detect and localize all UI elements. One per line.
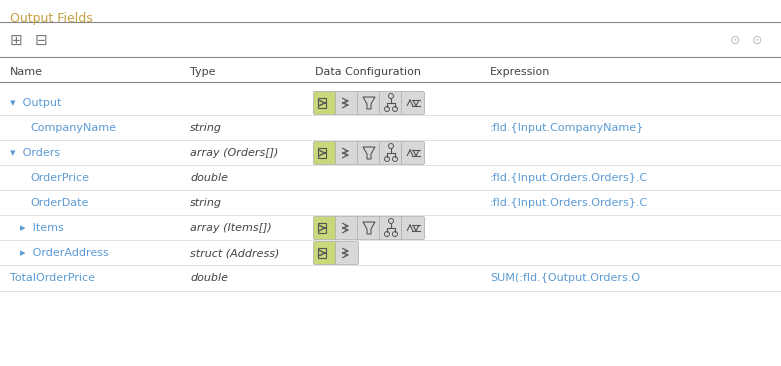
Text: :fld.{Input.Orders.Orders}.C: :fld.{Input.Orders.Orders}.C <box>490 198 648 208</box>
FancyBboxPatch shape <box>313 142 337 164</box>
Text: ▾  Orders: ▾ Orders <box>10 148 60 158</box>
Text: string: string <box>190 198 222 208</box>
Text: double: double <box>190 273 228 283</box>
Text: ⊙: ⊙ <box>730 34 740 46</box>
Text: array (Orders[]): array (Orders[]) <box>190 148 278 158</box>
FancyBboxPatch shape <box>401 92 425 115</box>
FancyBboxPatch shape <box>380 92 402 115</box>
Text: Output Fields: Output Fields <box>10 12 93 25</box>
FancyBboxPatch shape <box>313 242 337 265</box>
Text: Data Configuration: Data Configuration <box>315 67 421 77</box>
Text: OrderPrice: OrderPrice <box>30 173 89 183</box>
Text: ▸  Items: ▸ Items <box>20 223 64 233</box>
FancyBboxPatch shape <box>336 92 358 115</box>
FancyBboxPatch shape <box>336 217 358 239</box>
FancyBboxPatch shape <box>358 142 380 164</box>
FancyBboxPatch shape <box>313 217 337 239</box>
Text: SUM(:fld.{Output.Orders.O: SUM(:fld.{Output.Orders.O <box>490 273 640 283</box>
Text: OrderDate: OrderDate <box>30 198 88 208</box>
Text: Expression: Expression <box>490 67 551 77</box>
FancyBboxPatch shape <box>401 142 425 164</box>
Text: ▸  OrderAddress: ▸ OrderAddress <box>20 248 109 258</box>
Text: Type: Type <box>190 67 216 77</box>
FancyBboxPatch shape <box>336 242 358 265</box>
FancyBboxPatch shape <box>380 142 402 164</box>
Text: array (Items[]): array (Items[]) <box>190 223 272 233</box>
Text: string: string <box>190 123 222 133</box>
Text: ⊞: ⊞ <box>10 33 23 48</box>
FancyBboxPatch shape <box>358 217 380 239</box>
Text: CompanyName: CompanyName <box>30 123 116 133</box>
FancyBboxPatch shape <box>380 217 402 239</box>
Text: :fld.{Input.CompanyName}: :fld.{Input.CompanyName} <box>490 123 644 133</box>
FancyBboxPatch shape <box>358 92 380 115</box>
Text: ⊙: ⊙ <box>752 34 762 46</box>
Text: double: double <box>190 173 228 183</box>
Text: struct (Address): struct (Address) <box>190 248 280 258</box>
Text: Name: Name <box>10 67 43 77</box>
FancyBboxPatch shape <box>336 142 358 164</box>
Text: ▾  Output: ▾ Output <box>10 98 62 108</box>
Text: :fld.{Input.Orders.Orders}.C: :fld.{Input.Orders.Orders}.C <box>490 173 648 183</box>
FancyBboxPatch shape <box>313 92 337 115</box>
Text: ⊟: ⊟ <box>35 33 48 48</box>
Text: TotalOrderPrice: TotalOrderPrice <box>10 273 95 283</box>
FancyBboxPatch shape <box>401 217 425 239</box>
